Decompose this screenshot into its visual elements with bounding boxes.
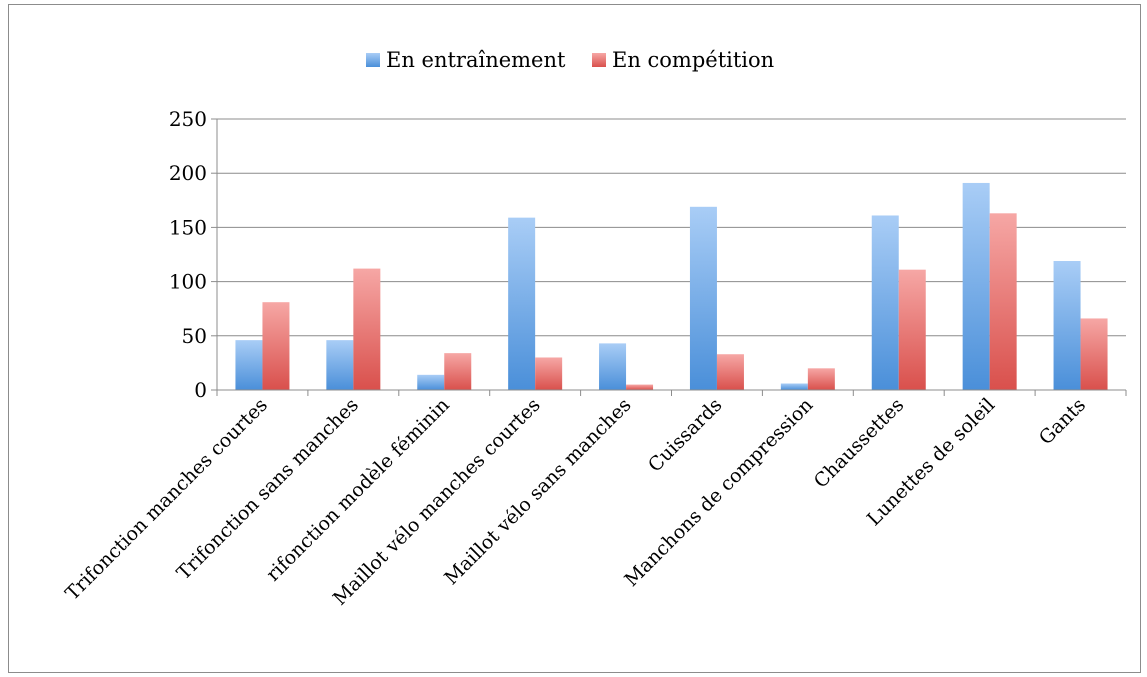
category-label: Trifonction sans manches xyxy=(173,394,363,584)
bar-training xyxy=(599,343,627,390)
bar-training xyxy=(780,383,808,390)
legend-label-competition: En compétition xyxy=(612,48,774,72)
bar-competition xyxy=(807,368,835,390)
bar-training xyxy=(508,217,536,390)
bar-training xyxy=(871,215,899,390)
category-label: Trifonction manches courtes xyxy=(61,394,272,605)
bar-competition xyxy=(626,384,654,390)
bar-training xyxy=(962,182,990,390)
category-label: Manchons de compression xyxy=(620,394,817,591)
bar-competition xyxy=(989,213,1017,390)
chart-frame xyxy=(8,4,1141,673)
category-label: Gants xyxy=(1035,394,1090,449)
bars xyxy=(235,182,1108,390)
y-tick-label: 250 xyxy=(169,107,207,131)
legend-label-training: En entraînement xyxy=(386,48,566,72)
bar-competition xyxy=(716,354,744,390)
legend-swatch-competition xyxy=(592,53,606,67)
y-tick-label: 100 xyxy=(169,270,207,294)
category-label: Cuissards xyxy=(644,394,727,477)
y-axis-ticks: 0 50 100 150 200 250 xyxy=(169,107,218,402)
bar-training xyxy=(326,340,354,390)
bar-competition xyxy=(535,357,563,390)
bar-training xyxy=(235,340,263,390)
y-tick-label: 0 xyxy=(194,378,207,402)
bar-training xyxy=(1053,261,1081,390)
y-tick-label: 150 xyxy=(169,215,207,239)
x-axis-ticks xyxy=(216,390,1127,396)
category-label: Chaussettes xyxy=(810,394,909,493)
legend: En entraînement En compétition xyxy=(366,48,774,72)
bar-competition xyxy=(1080,318,1108,390)
y-tick-label: 50 xyxy=(182,324,207,348)
category-label: rifonction modèle féminin xyxy=(262,394,454,586)
bar-competition xyxy=(262,302,290,390)
bar-training xyxy=(689,206,717,390)
y-tick-label: 200 xyxy=(169,161,207,185)
bar-competition xyxy=(444,353,472,390)
bar-competition xyxy=(898,269,926,390)
bar-competition xyxy=(353,268,381,390)
bar-training xyxy=(417,374,445,390)
legend-swatch-training xyxy=(366,53,380,67)
category-label: Maillot vélo sans manches xyxy=(440,394,635,589)
